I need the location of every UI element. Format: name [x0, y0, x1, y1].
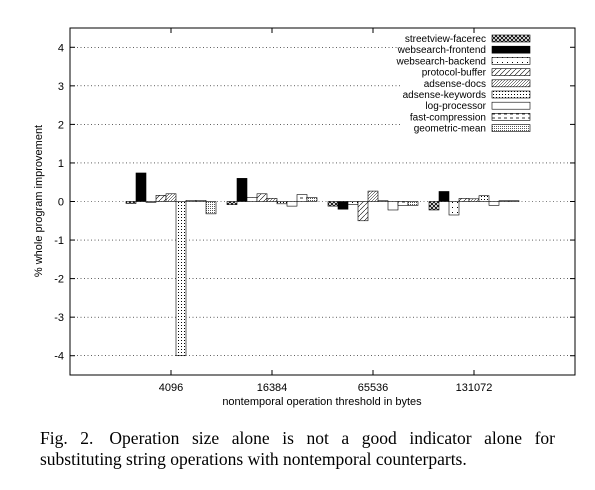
y-tick-label: 4: [58, 42, 64, 54]
bar-protocol-buffer: [155, 195, 167, 202]
bar-fast-compression: [498, 200, 510, 202]
bar-fast-compression: [397, 201, 409, 206]
legend-label: adsense-keywords: [403, 90, 486, 101]
x-tick-label: 4096: [159, 382, 183, 394]
y-tick-label: 2: [58, 119, 64, 131]
y-tick-label: -3: [54, 312, 64, 324]
bar-adsense-keywords: [377, 200, 389, 202]
legend-label: fast-compression: [410, 112, 486, 123]
legend-swatch: [491, 57, 531, 65]
bar-geometric-mean: [205, 201, 217, 215]
bar-adsense-docs: [266, 198, 278, 202]
x-tick-label: 131072: [456, 382, 493, 394]
bar-adsense-keywords: [478, 195, 490, 202]
legend-label: streetview-facerec: [405, 34, 486, 45]
bar-log-processor: [488, 201, 500, 206]
bar-chart: -4 -3 -2 -1 0 1 2 3 4 4096 16384 65536 131072 street…: [33, 27, 576, 408]
bar-websearch-backend: [448, 201, 460, 216]
legend-swatch: [491, 79, 531, 88]
x-tick-label: 65536: [358, 382, 389, 394]
legend-label: websearch-backend: [396, 56, 487, 67]
x-tick-label: 16384: [257, 382, 288, 394]
y-tick-label: -2: [54, 274, 64, 286]
legend-label: geometric-mean: [414, 124, 486, 135]
bar-geometric-mean: [508, 200, 520, 202]
bar-streetview-facerec: [327, 201, 339, 207]
bar-streetview-facerec: [125, 201, 137, 204]
legend-label: adsense-docs: [424, 79, 486, 90]
legend-label: protocol-buffer: [422, 68, 487, 79]
bar-streetview-facerec: [226, 201, 238, 205]
bar-websearch-frontend: [438, 191, 450, 202]
bar-websearch-backend: [246, 197, 258, 202]
bar-fast-compression: [195, 200, 207, 202]
bar-adsense-keywords: [276, 201, 288, 205]
bar-streetview-facerec: [428, 201, 440, 211]
bar-websearch-frontend: [337, 201, 349, 210]
bar-websearch-backend: [347, 201, 359, 205]
legend: streetview-facerecwebsearch-frontendwebs…: [396, 34, 531, 135]
bar-adsense-docs: [468, 198, 480, 202]
legend-swatch: [491, 124, 531, 132]
bar-geometric-mean: [306, 197, 318, 202]
bar-log-processor: [387, 201, 399, 211]
legend-swatch: [491, 34, 531, 43]
bar-adsense-docs: [165, 193, 177, 202]
y-tick-label: -1: [54, 235, 64, 247]
bar-fast-compression: [296, 194, 308, 202]
bar-websearch-frontend: [236, 178, 248, 202]
y-tick-label: -4: [54, 351, 64, 363]
axis-ticks: -4 -3 -2 -1 0 1 2 3 4 4096 16384 65536 131072: [54, 28, 575, 394]
y-axis-label: % whole program improvement: [33, 125, 45, 277]
bar-adsense-docs: [367, 190, 379, 202]
legend-swatch: [491, 90, 531, 99]
y-tick-label: 3: [58, 81, 64, 93]
x-axis-label: nontemporal operation threshold in bytes: [222, 396, 422, 408]
legend-swatch: [491, 68, 531, 76]
legend-swatch: [491, 45, 531, 54]
legend-swatch: [491, 101, 531, 110]
legend-label: log-processor: [425, 101, 486, 112]
caption-number: Fig. 2.: [40, 428, 94, 448]
bars: [125, 172, 520, 357]
bar-protocol-buffer: [357, 201, 369, 222]
legend-label: websearch-frontend: [397, 45, 486, 56]
caption-text: Operation size alone is not a good indic…: [40, 428, 555, 469]
bar-websearch-frontend: [135, 172, 147, 202]
bar-geometric-mean: [407, 201, 419, 206]
bar-adsense-keywords: [175, 201, 187, 357]
bar-log-processor: [185, 200, 197, 202]
figure-caption: Fig. 2. Operation size alone is not a goo…: [40, 428, 555, 470]
bar-protocol-buffer: [256, 193, 268, 202]
y-tick-label: 1: [58, 158, 64, 170]
y-tick-label: 0: [58, 197, 64, 209]
bar-websearch-backend: [145, 201, 157, 203]
bar-log-processor: [286, 201, 298, 207]
bar-protocol-buffer: [458, 198, 470, 202]
legend-swatch: [491, 113, 531, 121]
